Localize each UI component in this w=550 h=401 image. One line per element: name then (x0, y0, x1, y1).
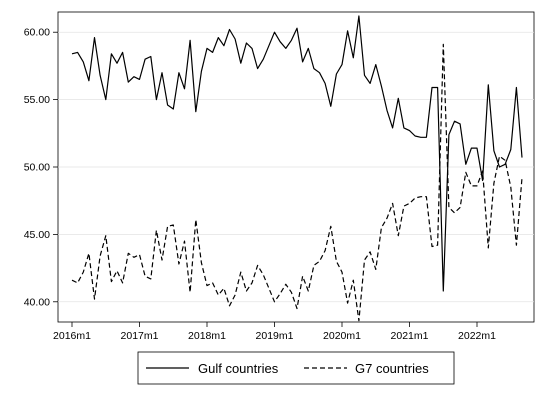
x-tick-label: 2020m1 (323, 330, 361, 342)
legend-label-gulf: Gulf countries (198, 361, 279, 376)
legend: Gulf countries G7 countries (137, 351, 455, 385)
x-tick-label: 2017m1 (121, 330, 159, 342)
y-tick-label: 55.00 (24, 94, 50, 106)
x-tick-label: 2016m1 (53, 330, 91, 342)
x-tick-label: 2021m1 (391, 330, 429, 342)
x-axis: 2016m1 2017m1 2018m1 2019m1 2020m1 2021m1 2022… (53, 322, 496, 342)
y-axis: 40.00 45.00 50.00 55.00 60.00 (24, 27, 58, 308)
g7-series-line (71, 43, 523, 322)
y-tick-label: 60.00 (24, 27, 50, 39)
y-tick-label: 40.00 (24, 296, 50, 308)
legend-box (137, 351, 455, 385)
series-lines (71, 15, 523, 322)
legend-label-g7: G7 countries (355, 361, 429, 376)
y-tick-label: 45.00 (24, 229, 50, 241)
x-tick-label: 2019m1 (256, 330, 294, 342)
gulf-series-line (71, 15, 523, 292)
gridlines (58, 31, 534, 303)
y-tick-label: 50.00 (24, 162, 50, 174)
x-tick-label: 2018m1 (188, 330, 226, 342)
x-tick-label: 2022m1 (458, 330, 496, 342)
